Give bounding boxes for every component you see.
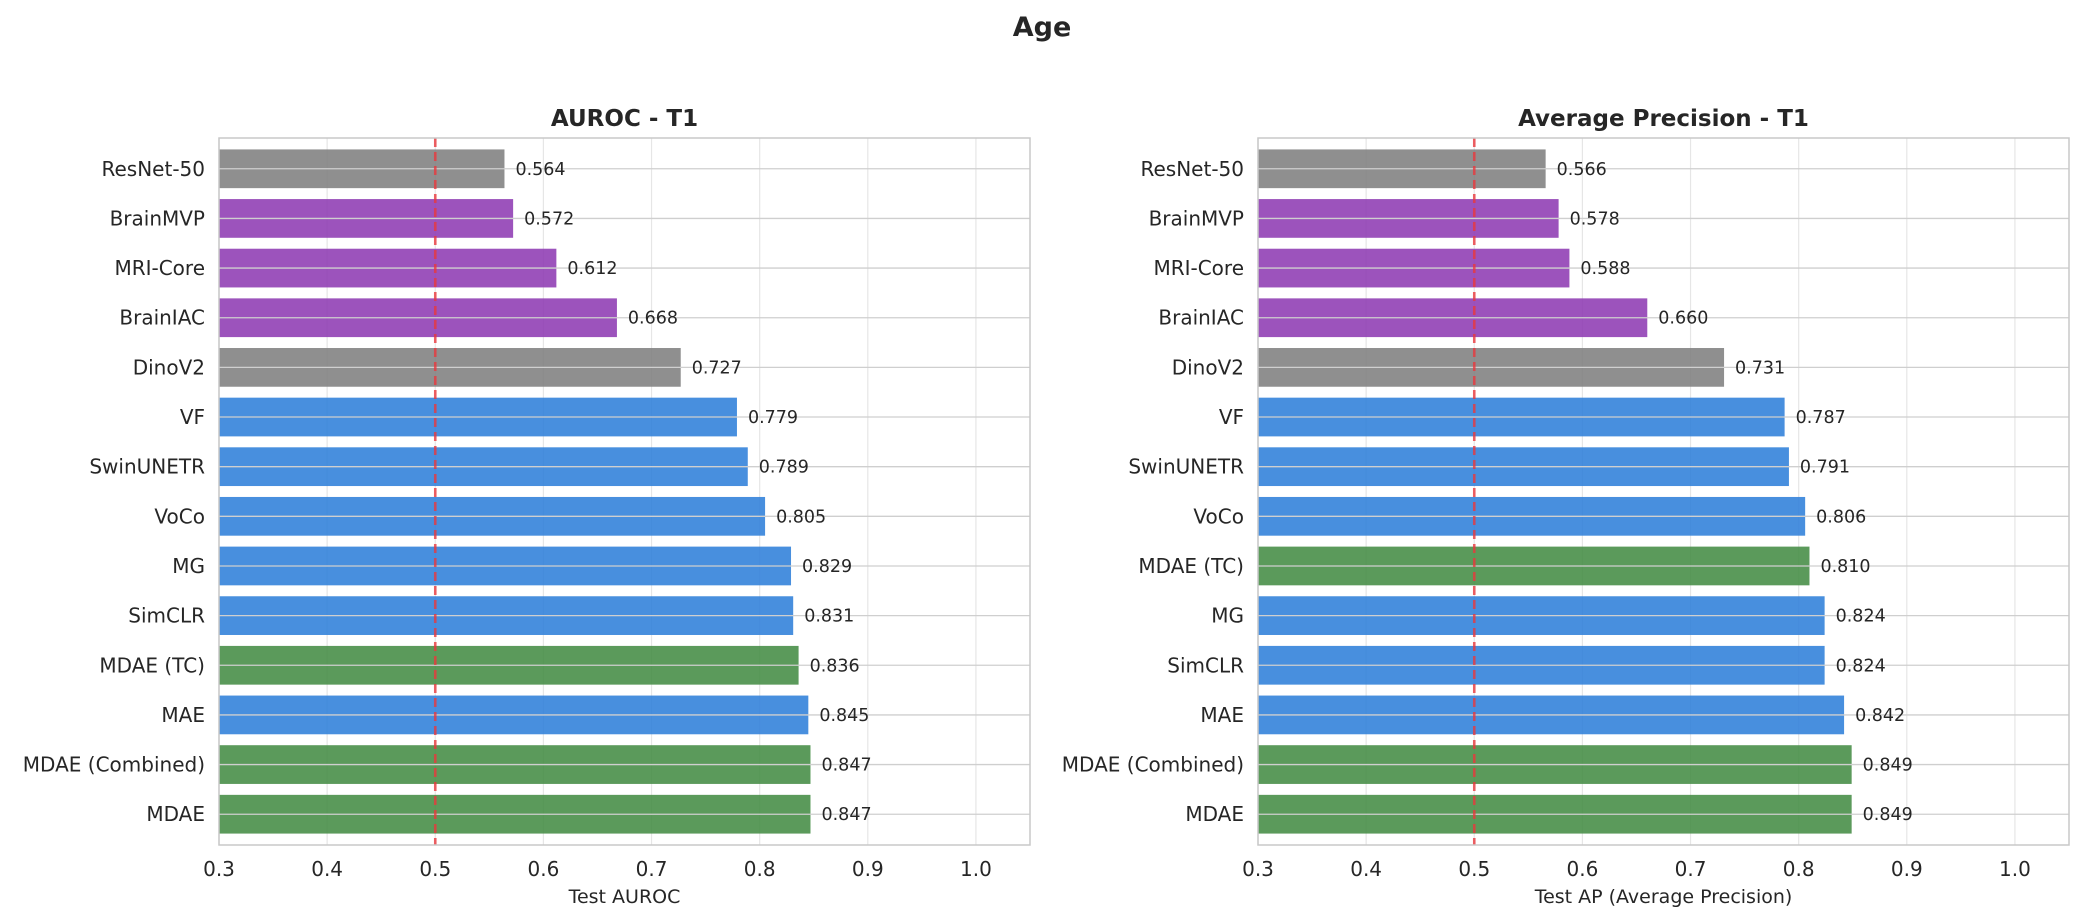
value-label: 0.836 bbox=[810, 656, 860, 676]
value-label: 0.842 bbox=[1855, 706, 1905, 726]
value-label: 0.789 bbox=[759, 458, 809, 478]
value-label: 0.588 bbox=[1580, 259, 1630, 279]
x-tick-label: 0.5 bbox=[419, 857, 451, 881]
value-label: 0.572 bbox=[524, 209, 574, 229]
x-tick-label: 0.3 bbox=[203, 857, 235, 881]
category-label: MG bbox=[172, 554, 205, 578]
value-label: 0.668 bbox=[628, 309, 678, 329]
value-label: 0.731 bbox=[1735, 358, 1785, 378]
x-tick-label: 0.8 bbox=[744, 857, 776, 881]
category-label: BrainMVP bbox=[110, 206, 205, 230]
value-label: 0.831 bbox=[804, 607, 854, 627]
x-axis-label: Test AP (Average Precision) bbox=[1534, 886, 1793, 908]
value-label: 0.791 bbox=[1800, 458, 1850, 478]
figure-title: Age bbox=[1013, 12, 1072, 43]
x-tick-label: 0.3 bbox=[1242, 857, 1274, 881]
average-precision-panel: ResNet-50 0.566 BrainMVP 0.578 MRI-Core 0.588… bbox=[1062, 106, 2070, 908]
category-label: BrainIAC bbox=[119, 306, 205, 330]
value-label: 0.847 bbox=[821, 756, 871, 776]
value-label: 0.787 bbox=[1796, 408, 1846, 428]
x-tick-label: 0.8 bbox=[1783, 857, 1815, 881]
category-label: BrainIAC bbox=[1158, 306, 1244, 330]
panel-title: Average Precision - T1 bbox=[1518, 106, 1809, 132]
category-label: MDAE bbox=[146, 802, 205, 826]
category-label: MAE bbox=[161, 703, 205, 727]
category-label: SwinUNETR bbox=[1128, 455, 1244, 479]
x-tick-label: 0.4 bbox=[1350, 857, 1382, 881]
x-tick-label: 0.7 bbox=[636, 857, 668, 881]
x-tick-label: 0.9 bbox=[852, 857, 884, 881]
value-label: 0.578 bbox=[1570, 209, 1620, 229]
panel-title: AUROC - T1 bbox=[551, 106, 698, 132]
value-label: 0.805 bbox=[776, 507, 826, 527]
value-label: 0.847 bbox=[821, 805, 871, 825]
category-label: MDAE (TC) bbox=[99, 653, 205, 677]
x-tick-label: 1.0 bbox=[960, 857, 992, 881]
value-label: 0.845 bbox=[819, 706, 869, 726]
category-label: MDAE (TC) bbox=[1138, 554, 1244, 578]
x-axis-label: Test AUROC bbox=[568, 886, 681, 908]
category-label: VF bbox=[180, 405, 205, 429]
value-label: 0.824 bbox=[1836, 607, 1886, 627]
value-label: 0.849 bbox=[1863, 756, 1913, 776]
x-tick-label: 0.5 bbox=[1458, 857, 1490, 881]
x-tick-label: 0.7 bbox=[1675, 857, 1707, 881]
category-label: DinoV2 bbox=[1172, 355, 1244, 379]
category-label: MAE bbox=[1200, 703, 1244, 727]
category-label: SwinUNETR bbox=[89, 455, 205, 479]
plot-frame bbox=[218, 137, 1031, 846]
x-tick-label: 0.4 bbox=[311, 857, 343, 881]
value-label: 0.824 bbox=[1836, 656, 1886, 676]
category-label: VF bbox=[1219, 405, 1244, 429]
category-label: VoCo bbox=[154, 504, 205, 528]
x-tick-label: 1.0 bbox=[1999, 857, 2031, 881]
value-label: 0.612 bbox=[567, 259, 617, 279]
value-label: 0.779 bbox=[748, 408, 798, 428]
value-label: 0.660 bbox=[1658, 309, 1708, 329]
value-label: 0.829 bbox=[802, 557, 852, 577]
category-label: VoCo bbox=[1193, 504, 1244, 528]
category-label: SimCLR bbox=[1167, 653, 1244, 677]
value-label: 0.566 bbox=[1557, 160, 1607, 180]
x-tick-label: 0.9 bbox=[1891, 857, 1923, 881]
value-label: 0.564 bbox=[515, 160, 565, 180]
category-label: MDAE (Combined) bbox=[1062, 753, 1244, 777]
value-label: 0.806 bbox=[1816, 507, 1866, 527]
x-tick-label: 0.6 bbox=[1566, 857, 1598, 881]
category-label: MDAE bbox=[1185, 802, 1244, 826]
x-tick-label: 0.6 bbox=[527, 857, 559, 881]
category-label: DinoV2 bbox=[133, 355, 205, 379]
plot-frame bbox=[1257, 137, 2070, 846]
value-label: 0.849 bbox=[1863, 805, 1913, 825]
category-label: ResNet-50 bbox=[102, 157, 206, 181]
category-label: MRI-Core bbox=[1153, 256, 1244, 280]
category-label: MG bbox=[1211, 604, 1244, 628]
category-label: MRI-Core bbox=[114, 256, 205, 280]
category-label: SimCLR bbox=[128, 604, 205, 628]
value-label: 0.810 bbox=[1820, 557, 1870, 577]
category-label: ResNet-50 bbox=[1141, 157, 1245, 181]
category-label: BrainMVP bbox=[1149, 206, 1244, 230]
value-label: 0.727 bbox=[692, 358, 742, 378]
auroc-panel: ResNet-50 0.564 BrainMVP 0.572 MRI-Core 0.612… bbox=[23, 106, 1031, 908]
category-label: MDAE (Combined) bbox=[23, 753, 205, 777]
